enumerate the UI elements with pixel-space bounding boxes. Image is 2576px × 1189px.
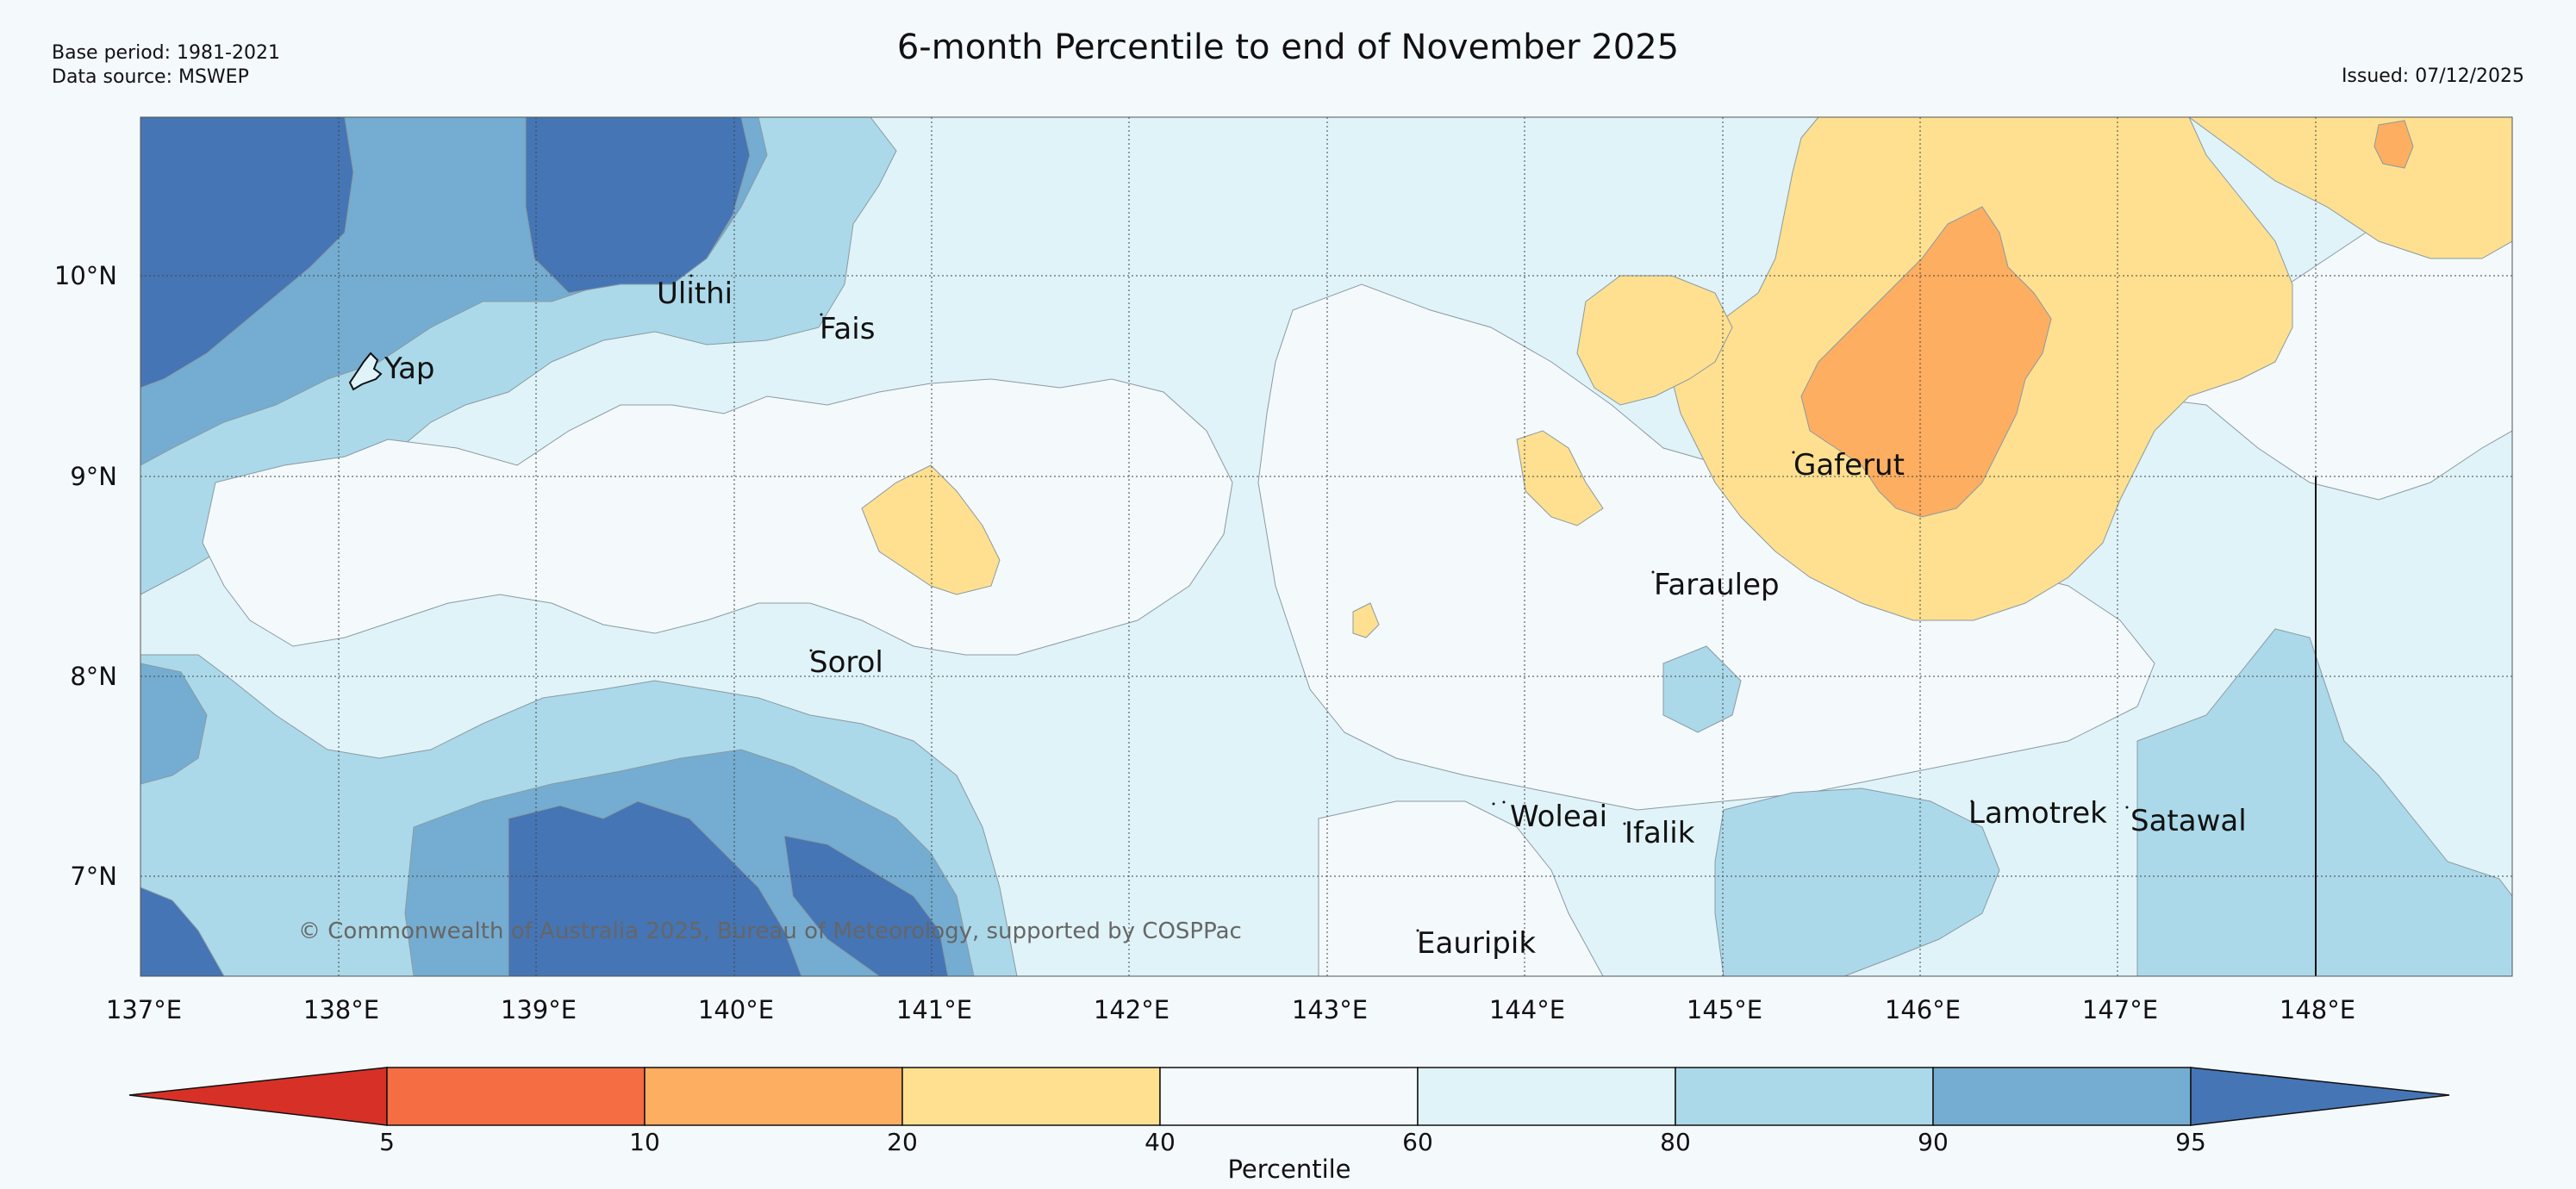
data-source-text: Data source: MSWEP <box>52 66 249 88</box>
base-period-text: Base period: 1981-2021 <box>52 42 280 64</box>
colorbar-tick-80: 80 <box>1660 1128 1691 1156</box>
lon-label-137e: 137°E <box>106 995 182 1024</box>
place-marker-gaferut <box>1792 451 1795 454</box>
contour-95-north-central <box>525 117 751 294</box>
colorbar-bin-20-40 <box>901 1067 1161 1126</box>
colorbar-tick-40: 40 <box>1145 1128 1176 1156</box>
lon-label-145e: 145°E <box>1687 995 1762 1024</box>
colorbar-label: Percentile <box>1227 1155 1350 1184</box>
place-marker-satawal <box>2125 806 2129 809</box>
place-marker-woleai-2 <box>1502 800 1506 804</box>
place-label-eauripik: Eauripik <box>1417 926 1536 961</box>
place-label-ulithi: Ulithi <box>657 277 733 311</box>
colorbar-tick-90: 90 <box>1918 1128 1949 1156</box>
lon-label-140e: 140°E <box>698 995 774 1024</box>
colorbar-ticks: 5 10 20 40 60 80 90 95 <box>379 1128 2206 1156</box>
contour-80-90-faraulep <box>1662 645 1742 733</box>
place-label-fais: Fais <box>820 312 875 346</box>
place-marker-ifalik <box>1623 822 1626 825</box>
colorbar-bin-5-10 <box>386 1067 646 1126</box>
contour-20-40-small-1 <box>1516 430 1604 526</box>
contour-95-south-central <box>783 835 949 976</box>
colorbar-bin-90-95 <box>1932 1067 2192 1126</box>
colorbar-tick-5: 5 <box>379 1128 395 1156</box>
place-label-faraulep: Faraulep <box>1654 568 1780 602</box>
colorbar-tick-60: 60 <box>1402 1128 1433 1156</box>
lat-label-8n: 8°N <box>70 662 117 691</box>
contour-40-60-central-east <box>1257 283 2155 811</box>
lon-label-142e: 142°E <box>1094 995 1169 1024</box>
colorbar-bin-80-90 <box>1675 1067 1934 1126</box>
map-frame <box>140 116 2513 977</box>
lon-label-141e: 141°E <box>896 995 972 1024</box>
percentile-contours <box>140 117 2512 976</box>
copyright-text: © Commonwealth of Australia 2025, Bureau… <box>298 918 1242 944</box>
place-label-lamotrek: Lamotrek <box>1968 796 2107 831</box>
contour-90-95-west-edge <box>140 663 208 785</box>
lon-label-144e: 144°E <box>1489 995 1565 1024</box>
yap-island-outline <box>348 352 383 391</box>
colorbar-bin-60-80 <box>1417 1067 1676 1126</box>
colorbar-tick-20: 20 <box>887 1128 918 1156</box>
map-gridlines <box>140 117 2512 976</box>
place-label-gaferut: Gaferut <box>1793 448 1905 482</box>
lon-label-138e: 138°E <box>303 995 379 1024</box>
place-label-woleai: Woleai <box>1510 800 1607 834</box>
lon-label-139e: 139°E <box>501 995 577 1024</box>
place-marker-eauripik <box>1416 929 1419 932</box>
colorbar-bin-40-60 <box>1159 1067 1419 1126</box>
contour-10-20-north-east <box>2373 120 2414 169</box>
contour-20-40-north-east <box>2188 117 2512 259</box>
colorbar-tick-95: 95 <box>2175 1128 2206 1156</box>
lat-label-9n: 9°N <box>70 462 117 491</box>
place-marker-sorol <box>809 649 813 652</box>
contour-80-90-east <box>2136 628 2512 976</box>
latitude-labels: 10°N 9°N 8°N 7°N <box>54 261 117 891</box>
contour-95-southwest <box>508 800 802 976</box>
colorbar-bin-10-20 <box>644 1067 903 1126</box>
contour-80-90-southeast <box>1714 787 2000 976</box>
contour-20-40-small-2 <box>1352 602 1380 638</box>
map-metadata: Base period: 1981-2021 Data source: MSWE… <box>52 41 280 90</box>
lat-label-10n: 10°N <box>54 261 117 290</box>
lat-label-7n: 7°N <box>70 862 117 891</box>
map-title: 6-month Percentile to end of November 20… <box>896 28 1680 67</box>
place-labels: Ulithi Fais Yap Gaferut Faraulep Sorol W… <box>384 274 2247 961</box>
contour-10-20-gaferut <box>1800 206 2052 518</box>
colorbar-tick-10: 10 <box>629 1128 660 1156</box>
contour-40-60-south-east <box>1318 800 1604 976</box>
percentile-colorbar <box>128 1067 2450 1126</box>
lon-label-146e: 146°E <box>1885 995 1961 1024</box>
contour-95-northwest <box>140 117 354 389</box>
contour-20-40-central <box>861 464 1001 595</box>
lon-label-147e: 147°E <box>2082 995 2158 1024</box>
contour-95-southwest-corner <box>140 887 225 976</box>
colorbar-bin-below-5 <box>128 1067 388 1126</box>
place-label-satawal: Satawal <box>2130 804 2247 838</box>
place-marker-faraulep <box>1651 570 1655 574</box>
place-marker-fais <box>820 313 823 316</box>
place-marker-lamotrek <box>1970 800 1974 803</box>
place-marker-woleai-1 <box>1492 802 1495 806</box>
colorbar-bin-above-95 <box>2190 1067 2450 1126</box>
lon-label-143e: 143°E <box>1292 995 1368 1024</box>
place-label-yap: Yap <box>384 352 435 386</box>
place-label-sorol: Sorol <box>809 645 883 680</box>
longitude-labels: 137°E 138°E 139°E 140°E 141°E 142°E 143°… <box>106 995 2355 1024</box>
map-area <box>140 117 2512 976</box>
lon-label-148e: 148°E <box>2280 995 2355 1024</box>
place-label-ifalik: Ifalik <box>1625 816 1695 850</box>
issued-date: Issued: 07/12/2025 <box>2341 65 2524 87</box>
place-marker-ulithi <box>689 274 693 277</box>
